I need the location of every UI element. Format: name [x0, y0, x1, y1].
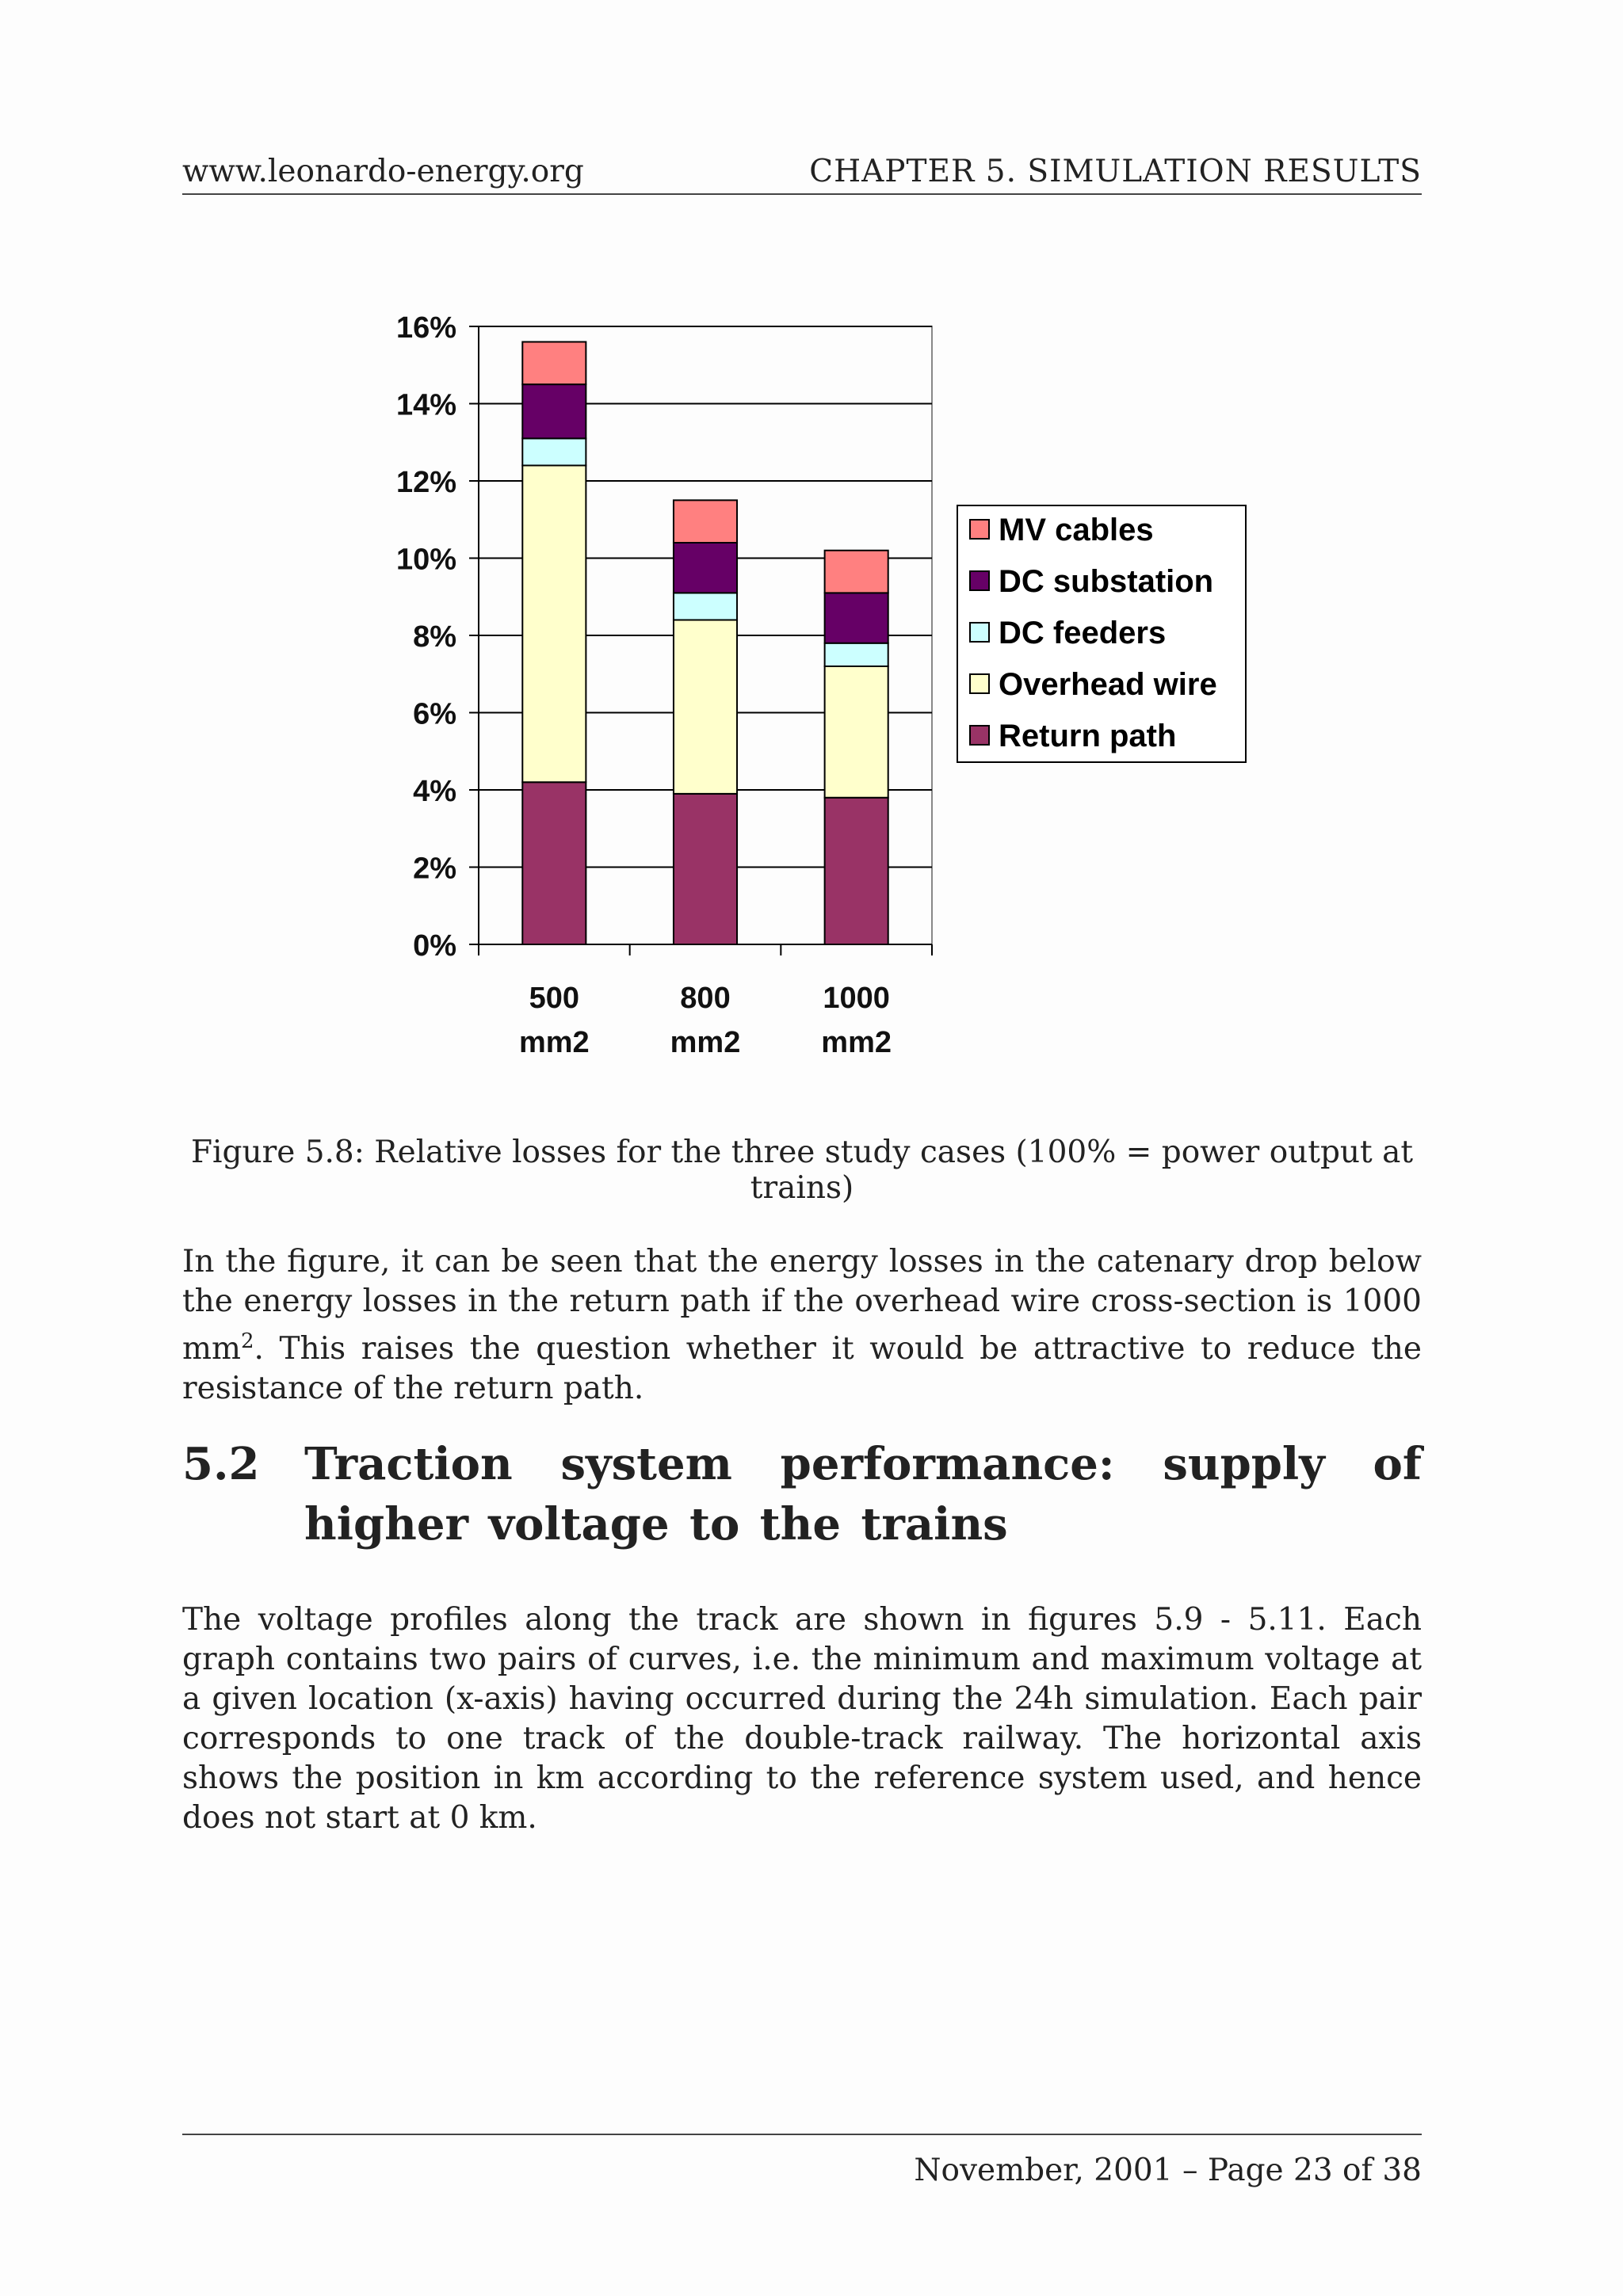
bar-segment-mv-cables [521, 341, 587, 386]
section-number: 5.2 [182, 1438, 260, 1490]
legend-label-mv-cables: MV cables [999, 513, 1154, 547]
y-tick-label: 12% [396, 466, 456, 499]
x-tick-label: mm2 [821, 1026, 892, 1059]
paragraph-text: . This raises the question whether it wo… [182, 1331, 1422, 1406]
bar-segment-return-path [672, 792, 739, 945]
y-tick-label: 4% [413, 775, 456, 808]
footer-page-info: November, 2001 – Page 23 of 38 [914, 2153, 1422, 2188]
legend-swatch-overhead-wire [969, 673, 990, 694]
superscript: 2 [240, 1329, 254, 1353]
legend-label-return-path: Return path [999, 719, 1176, 753]
legend-label-dc-feeders: DC feeders [999, 616, 1166, 650]
x-tick-label: mm2 [519, 1026, 590, 1059]
y-tick-label: 10% [396, 543, 456, 577]
y-tick-label: 6% [413, 698, 456, 731]
bar-segment-return-path [521, 781, 587, 945]
paragraph-energy-losses: In the figure, it can be seen that the e… [182, 1242, 1422, 1409]
legend-label-dc-substation: DC substation [999, 564, 1213, 599]
header-website: www.leonardo-energy.org [182, 154, 584, 189]
x-tick-label: 800 [680, 982, 730, 1015]
x-tick-label: 1000 [823, 982, 890, 1015]
bar-segment-mv-cables [823, 549, 889, 594]
bar-segment-overhead-wire [521, 464, 587, 784]
legend-swatch-dc-feeders [969, 622, 990, 643]
legend-box [957, 505, 1247, 763]
page-footer: November, 2001 – Page 23 of 38 [182, 2134, 1422, 2188]
legend-swatch-dc-substation [969, 570, 990, 591]
bar-segment-dc-feeders [672, 592, 739, 621]
stacked-bar-chart: 0% 2% 4% 6% 8% 10% 12% 14% 16% 500 mm2 800 mm2 1000 mm… [396, 311, 1247, 1059]
paragraph-voltage-profiles: The voltage profiles along the track are… [182, 1602, 1422, 1836]
y-tick-label: 14% [396, 389, 456, 422]
bar-segment-mv-cables [672, 499, 739, 543]
page-header: www.leonardo-energy.org CHAPTER 5. SIMUL… [182, 151, 1422, 195]
y-tick-label: 16% [396, 311, 456, 345]
bar-segment-dc-feeders [823, 642, 889, 667]
section-title: Traction system performance: supply of h… [304, 1438, 1422, 1550]
bar-segment-overhead-wire [823, 666, 889, 799]
legend-swatch-mv-cables [969, 519, 990, 540]
legend-label-overhead-wire: Overhead wire [999, 667, 1217, 702]
y-tick-label: 8% [413, 620, 456, 654]
x-tick-label: 500 [529, 982, 579, 1015]
bar-segment-dc-feeders [521, 437, 587, 467]
figure-caption: Figure 5.8: Relative losses for the thre… [190, 1135, 1414, 1206]
header-chapter: CHAPTER 5. SIMULATION RESULTS [809, 154, 1422, 189]
paragraph-text: In the figure, it can be seen that the e… [182, 1244, 1422, 1367]
bar-segment-dc-substation [521, 383, 587, 440]
legend-swatch-return-path [969, 725, 990, 746]
section-heading: 5.2 Traction system performance: supply … [182, 1434, 1422, 1554]
x-tick-label: mm2 [670, 1026, 741, 1059]
bar-segment-dc-substation [823, 592, 889, 644]
bar-segment-overhead-wire [672, 619, 739, 795]
bar-segment-dc-substation [672, 542, 739, 594]
bar-segment-return-path [823, 796, 889, 945]
y-tick-label: 0% [413, 929, 456, 963]
y-tick-label: 2% [413, 852, 456, 886]
